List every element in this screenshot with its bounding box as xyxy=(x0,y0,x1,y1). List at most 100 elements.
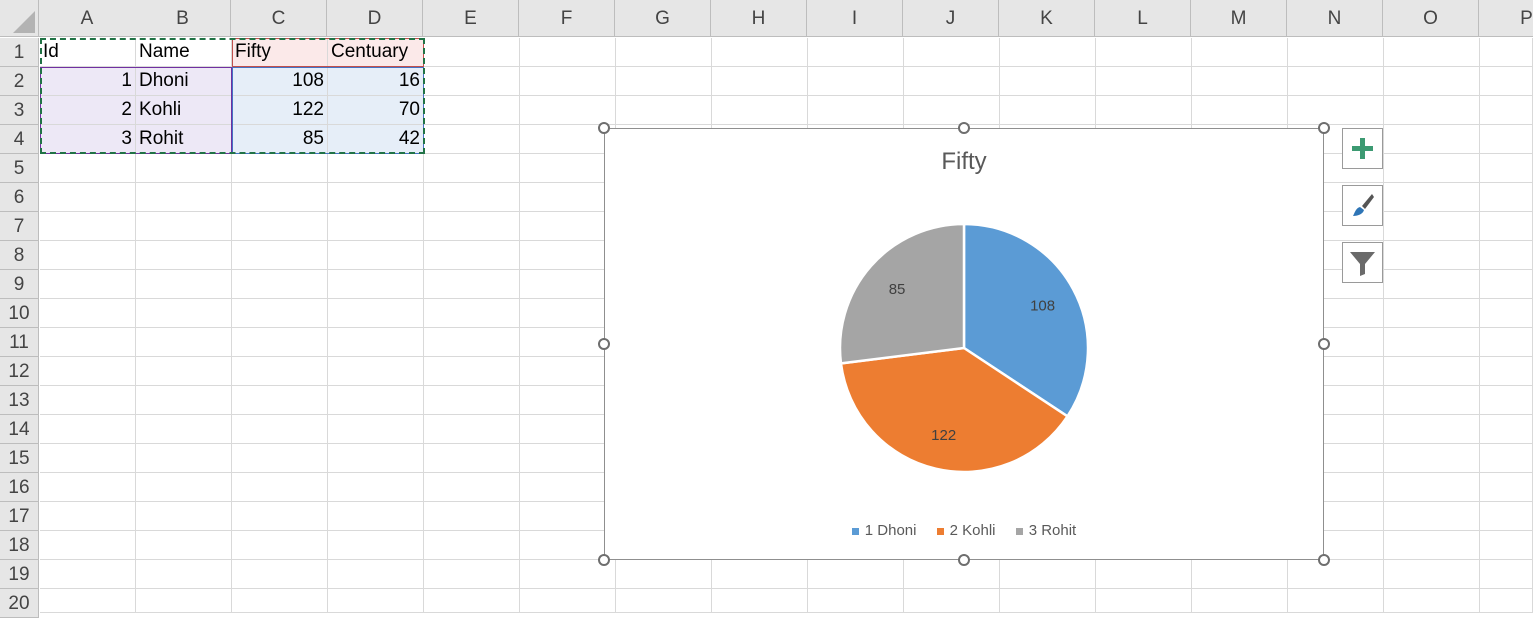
cell-o14[interactable] xyxy=(1384,415,1480,444)
row-header-18[interactable]: 18 xyxy=(0,531,39,560)
cell-g1[interactable] xyxy=(616,38,712,67)
cell-g20[interactable] xyxy=(616,589,712,613)
cell-o17[interactable] xyxy=(1384,502,1480,531)
cell-f7[interactable] xyxy=(520,212,616,241)
cell-l3[interactable] xyxy=(1096,96,1192,125)
cell-f2[interactable] xyxy=(520,67,616,96)
cell-n3[interactable] xyxy=(1288,96,1384,125)
cell-a3[interactable]: 2 xyxy=(40,96,136,125)
cell-d7[interactable] xyxy=(328,212,424,241)
cell-p17[interactable] xyxy=(1480,502,1533,531)
column-header-h[interactable]: H xyxy=(711,0,807,37)
cell-o11[interactable] xyxy=(1384,328,1480,357)
cell-p9[interactable] xyxy=(1480,270,1533,299)
column-header-m[interactable]: M xyxy=(1191,0,1287,37)
row-header-11[interactable]: 11 xyxy=(0,328,39,357)
cell-c2[interactable]: 108 xyxy=(232,67,328,96)
cell-o9[interactable] xyxy=(1384,270,1480,299)
cell-b20[interactable] xyxy=(136,589,232,613)
column-header-j[interactable]: J xyxy=(903,0,999,37)
cell-b18[interactable] xyxy=(136,531,232,560)
cell-p1[interactable] xyxy=(1480,38,1533,67)
cell-e15[interactable] xyxy=(424,444,520,473)
cell-a6[interactable] xyxy=(40,183,136,212)
cell-n16[interactable] xyxy=(1288,473,1384,502)
cell-c4[interactable]: 85 xyxy=(232,125,328,154)
pie-data-label-2[interactable]: 122 xyxy=(931,427,956,444)
cell-f17[interactable] xyxy=(520,502,616,531)
cell-p20[interactable] xyxy=(1480,589,1533,613)
cell-p18[interactable] xyxy=(1480,531,1533,560)
cell-m2[interactable] xyxy=(1192,67,1288,96)
cell-e6[interactable] xyxy=(424,183,520,212)
column-header-a[interactable]: A xyxy=(39,0,136,37)
cell-b15[interactable] xyxy=(136,444,232,473)
cell-a11[interactable] xyxy=(40,328,136,357)
cell-d14[interactable] xyxy=(328,415,424,444)
row-header-17[interactable]: 17 xyxy=(0,502,39,531)
legend-item-rohit[interactable]: 3 Rohit xyxy=(1015,522,1076,539)
cell-e17[interactable] xyxy=(424,502,520,531)
cell-k19[interactable] xyxy=(1000,560,1096,589)
row-header-13[interactable]: 13 xyxy=(0,386,39,415)
cell-b5[interactable] xyxy=(136,154,232,183)
cell-c6[interactable] xyxy=(232,183,328,212)
legend-item-kohli[interactable]: 2 Kohli xyxy=(936,522,996,539)
cell-n2[interactable] xyxy=(1288,67,1384,96)
legend-item-dhoni[interactable]: 1 Dhoni xyxy=(851,522,916,539)
cell-n8[interactable] xyxy=(1288,241,1384,270)
cell-e4[interactable] xyxy=(424,125,520,154)
row-header-19[interactable]: 19 xyxy=(0,560,39,589)
cell-p14[interactable] xyxy=(1480,415,1533,444)
cell-b6[interactable] xyxy=(136,183,232,212)
row-header-1[interactable]: 1 xyxy=(0,38,39,67)
cell-p4[interactable] xyxy=(1480,125,1533,154)
cell-f14[interactable] xyxy=(520,415,616,444)
column-header-b[interactable]: B xyxy=(135,0,231,37)
cell-c11[interactable] xyxy=(232,328,328,357)
cell-f13[interactable] xyxy=(520,386,616,415)
cell-l1[interactable] xyxy=(1096,38,1192,67)
cell-n15[interactable] xyxy=(1288,444,1384,473)
cell-n10[interactable] xyxy=(1288,299,1384,328)
cell-a10[interactable] xyxy=(40,299,136,328)
cell-n11[interactable] xyxy=(1288,328,1384,357)
cell-p15[interactable] xyxy=(1480,444,1533,473)
cell-n12[interactable] xyxy=(1288,357,1384,386)
pie-data-label-1[interactable]: 108 xyxy=(1030,298,1055,315)
cell-a7[interactable] xyxy=(40,212,136,241)
cell-e9[interactable] xyxy=(424,270,520,299)
resize-handle-bottom-right[interactable] xyxy=(1318,554,1330,566)
cell-a13[interactable] xyxy=(40,386,136,415)
cell-p8[interactable] xyxy=(1480,241,1533,270)
cell-b12[interactable] xyxy=(136,357,232,386)
cell-o15[interactable] xyxy=(1384,444,1480,473)
cell-b1[interactable]: Name xyxy=(136,38,232,67)
cell-c17[interactable] xyxy=(232,502,328,531)
cell-e1[interactable] xyxy=(424,38,520,67)
cell-c18[interactable] xyxy=(232,531,328,560)
cell-d12[interactable] xyxy=(328,357,424,386)
cell-c8[interactable] xyxy=(232,241,328,270)
cell-d19[interactable] xyxy=(328,560,424,589)
pie-slice-2[interactable] xyxy=(839,346,1070,474)
column-header-p[interactable]: P xyxy=(1479,0,1533,37)
row-header-16[interactable]: 16 xyxy=(0,473,39,502)
cell-m20[interactable] xyxy=(1192,589,1288,613)
cell-k3[interactable] xyxy=(1000,96,1096,125)
cell-l20[interactable] xyxy=(1096,589,1192,613)
cell-j19[interactable] xyxy=(904,560,1000,589)
cell-p19[interactable] xyxy=(1480,560,1533,589)
cell-c16[interactable] xyxy=(232,473,328,502)
row-header-3[interactable]: 3 xyxy=(0,96,39,125)
cell-e5[interactable] xyxy=(424,154,520,183)
cell-o6[interactable] xyxy=(1384,183,1480,212)
cell-d3[interactable]: 70 xyxy=(328,96,424,125)
cell-o13[interactable] xyxy=(1384,386,1480,415)
cell-c1[interactable]: Fifty xyxy=(232,38,328,67)
cell-b11[interactable] xyxy=(136,328,232,357)
row-header-7[interactable]: 7 xyxy=(0,212,39,241)
cell-b9[interactable] xyxy=(136,270,232,299)
cell-e11[interactable] xyxy=(424,328,520,357)
select-all-corner[interactable] xyxy=(0,0,39,37)
